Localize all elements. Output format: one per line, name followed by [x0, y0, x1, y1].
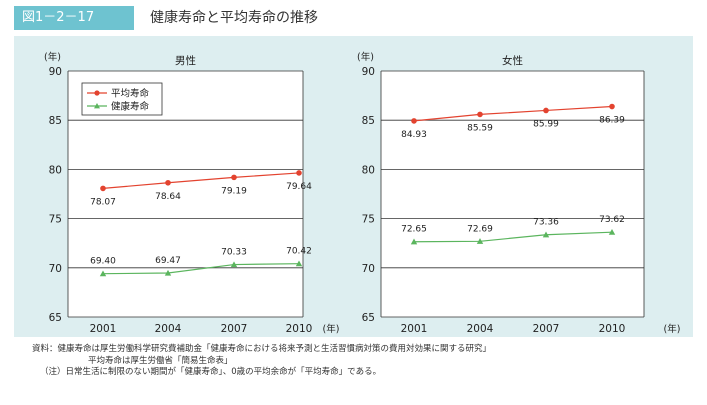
- series-line-average: [102, 172, 300, 189]
- data-label: 85.59: [467, 123, 493, 133]
- x-tick-label: 2004: [467, 323, 494, 335]
- y-tick-label: 85: [49, 115, 62, 127]
- note-definition: （注）日常生活に制限のない期間が「健康寿命」、0歳の平均余命が「平均寿命」である…: [40, 367, 382, 377]
- chart-title: 男性: [175, 54, 196, 67]
- x-tick-label: 2004: [155, 323, 182, 335]
- note-source: 資料：健康寿命は厚生労働科学研究費補助金「健康寿命における将来予測と生活習慣病対…: [32, 344, 492, 354]
- x-tick-label: 2001: [401, 323, 428, 335]
- legend-marker-healthy: [94, 103, 100, 109]
- legend-label: 健康寿命: [111, 101, 150, 113]
- data-label: 84.93: [401, 130, 427, 140]
- data-point-healthy: [230, 261, 238, 268]
- data-point-average: [296, 170, 302, 176]
- x-axis-label: (年): [323, 323, 340, 335]
- y-tick-label: 75: [362, 214, 375, 226]
- plot-area-1: [381, 71, 644, 317]
- y-tick-label: 75: [49, 214, 62, 226]
- data-point-healthy: [295, 260, 303, 267]
- legend-box: [81, 82, 163, 116]
- data-label: 69.40: [90, 257, 116, 267]
- y-tick-label: 70: [362, 263, 375, 275]
- y-tick-label: 65: [49, 312, 62, 324]
- y-tick-label: 80: [362, 164, 375, 176]
- data-label: 70.42: [286, 247, 312, 257]
- y-tick-label: 80: [49, 164, 62, 176]
- figure-header: 図1－2－17 健康寿命と平均寿命の推移: [14, 6, 693, 30]
- figure-title: 健康寿命と平均寿命の推移: [150, 10, 318, 26]
- data-point-healthy: [99, 270, 107, 277]
- data-point-healthy: [410, 238, 418, 245]
- y-tick-label: 90: [362, 66, 375, 78]
- x-tick-label: 2007: [221, 323, 248, 335]
- y-tick-label: 65: [362, 312, 375, 324]
- data-label: 78.64: [155, 192, 181, 202]
- legend-marker-average: [94, 90, 100, 96]
- series-line-average: [413, 105, 613, 122]
- data-point-average: [100, 185, 106, 192]
- chart-title: 女性: [502, 54, 523, 67]
- data-label: 78.07: [90, 197, 116, 207]
- x-axis-label: (年): [664, 323, 681, 335]
- y-tick-label: 90: [49, 66, 62, 78]
- data-label: 69.47: [155, 256, 181, 266]
- x-tick-label: 2010: [599, 323, 626, 335]
- x-tick-label: 2001: [90, 323, 117, 335]
- note-source-avg: 平均寿命は厚生労働省「簡易生命表」: [88, 355, 233, 366]
- data-label: 79.19: [221, 186, 247, 196]
- data-point-healthy: [476, 238, 484, 244]
- data-label: 72.69: [467, 224, 493, 234]
- data-point-average: [411, 118, 417, 124]
- data-point-average: [231, 174, 237, 181]
- y-tick-label: 70: [49, 263, 62, 275]
- data-label: 70.33: [221, 248, 247, 258]
- legend-label: 平均寿命: [111, 88, 150, 100]
- data-label: 72.65: [401, 225, 427, 235]
- data-label: 85.99: [533, 119, 559, 129]
- data-label: 79.64: [286, 182, 312, 192]
- series-line-healthy: [102, 263, 300, 275]
- data-point-healthy: [608, 228, 616, 235]
- data-point-average: [477, 111, 483, 118]
- data-label: 86.39: [599, 116, 625, 126]
- data-label: 73.36: [533, 218, 559, 228]
- data-point-healthy: [542, 231, 550, 238]
- y-tick-label: 85: [362, 115, 375, 127]
- data-point-average: [165, 179, 171, 186]
- x-tick-label: 2010: [286, 323, 313, 335]
- data-point-average: [543, 107, 549, 114]
- x-tick-label: 2007: [533, 323, 560, 335]
- data-label: 73.62: [599, 215, 625, 225]
- source-notes: 資料：健康寿命は厚生労働科学研究費補助金「健康寿命における将来予測と生活習慣病対…: [32, 344, 491, 379]
- y-axis-label: (年): [357, 51, 374, 63]
- y-axis-label: (年): [44, 51, 61, 63]
- series-line-healthy: [413, 231, 613, 243]
- data-point-average: [609, 103, 615, 110]
- data-point-healthy: [164, 269, 172, 276]
- figure-label: 図1－2－17: [14, 6, 134, 30]
